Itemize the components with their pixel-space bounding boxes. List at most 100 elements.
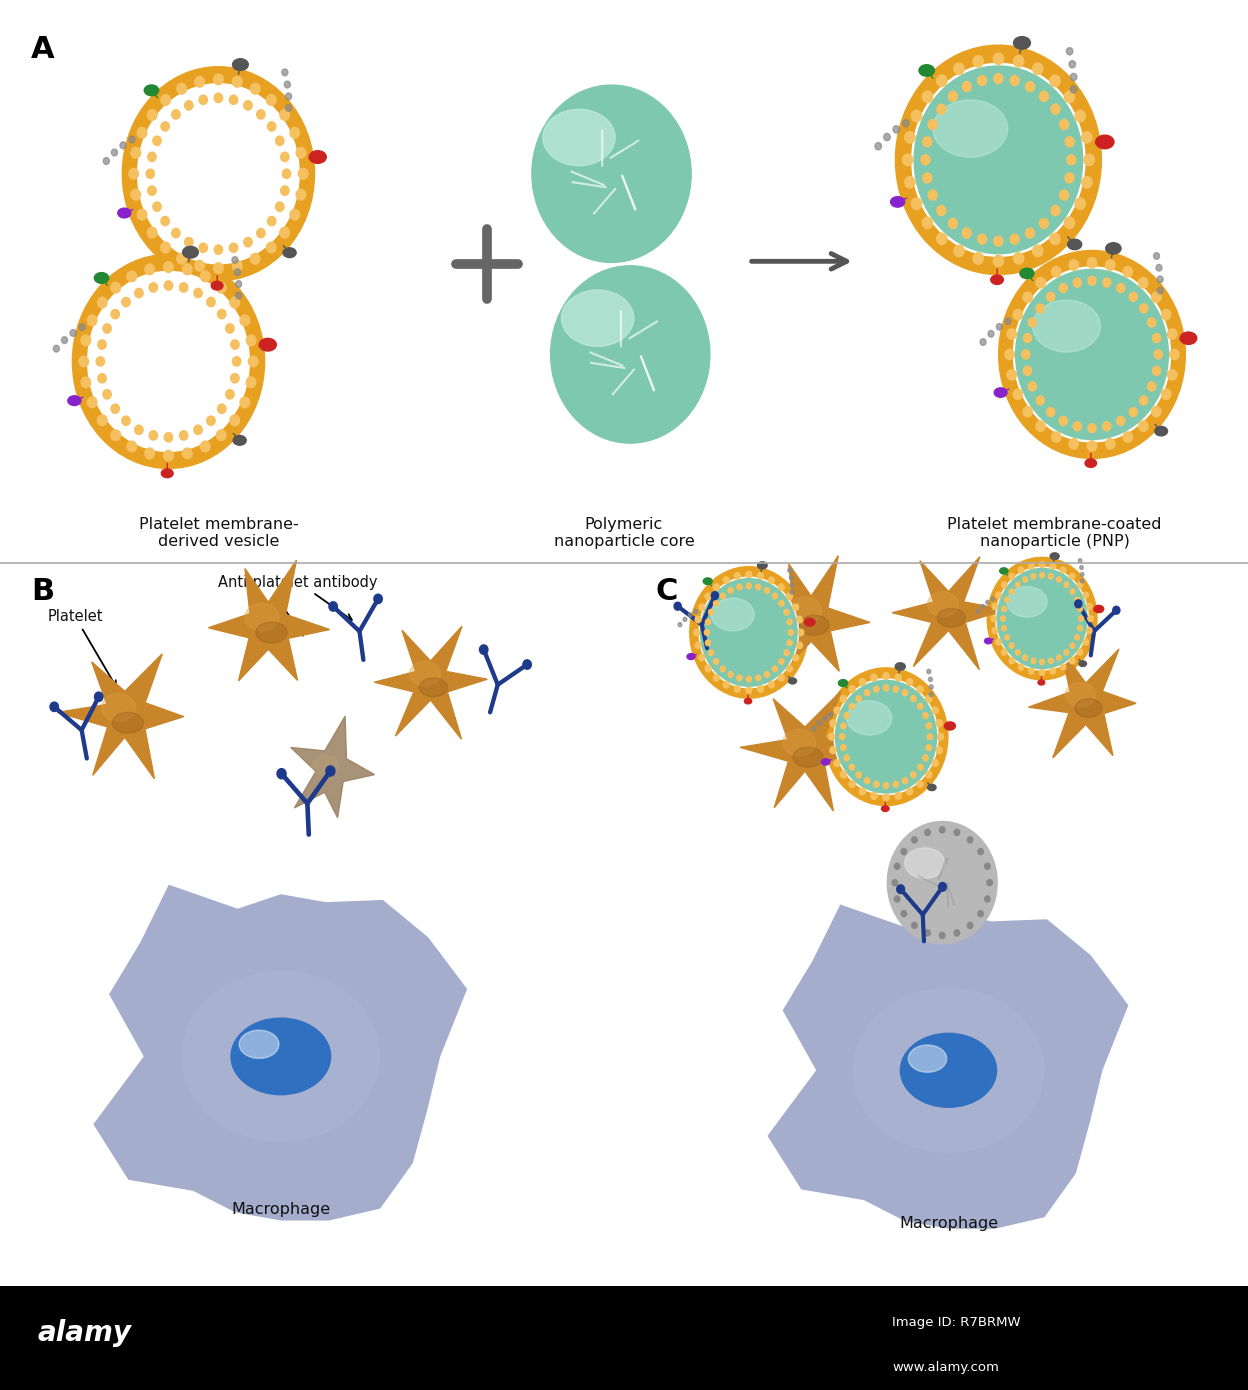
Circle shape — [926, 745, 931, 751]
Ellipse shape — [1066, 682, 1096, 708]
Circle shape — [1048, 657, 1053, 663]
Circle shape — [787, 639, 792, 646]
Circle shape — [871, 792, 877, 799]
Ellipse shape — [700, 578, 797, 687]
Circle shape — [1065, 92, 1075, 103]
Circle shape — [1047, 407, 1055, 417]
Circle shape — [834, 708, 840, 714]
Circle shape — [1002, 606, 1007, 612]
Circle shape — [1071, 86, 1077, 93]
Circle shape — [849, 765, 855, 770]
Ellipse shape — [782, 730, 815, 756]
Circle shape — [973, 253, 983, 264]
Circle shape — [787, 630, 794, 635]
Circle shape — [267, 217, 276, 225]
Circle shape — [953, 63, 965, 75]
Circle shape — [792, 655, 799, 660]
Circle shape — [1010, 573, 1015, 580]
Circle shape — [111, 149, 117, 156]
Circle shape — [948, 218, 957, 228]
Circle shape — [1010, 75, 1020, 86]
Circle shape — [787, 619, 792, 626]
Circle shape — [1051, 104, 1060, 114]
Circle shape — [922, 217, 932, 228]
Circle shape — [1026, 82, 1035, 92]
Circle shape — [111, 430, 121, 441]
Circle shape — [232, 257, 238, 264]
Circle shape — [246, 377, 256, 388]
Circle shape — [131, 147, 141, 158]
Ellipse shape — [245, 603, 280, 631]
Circle shape — [1016, 582, 1020, 588]
Circle shape — [834, 759, 840, 766]
Circle shape — [758, 573, 764, 580]
Circle shape — [980, 339, 986, 345]
Circle shape — [97, 339, 106, 349]
Circle shape — [165, 432, 172, 442]
Circle shape — [201, 271, 210, 282]
Circle shape — [329, 602, 337, 612]
Circle shape — [251, 83, 260, 95]
Text: Macrophage: Macrophage — [899, 1216, 998, 1232]
Circle shape — [1152, 367, 1161, 375]
Circle shape — [709, 649, 714, 656]
Ellipse shape — [895, 663, 905, 670]
Circle shape — [1018, 567, 1023, 573]
Circle shape — [993, 236, 1003, 246]
Circle shape — [1050, 669, 1056, 674]
Circle shape — [251, 253, 260, 264]
Circle shape — [940, 827, 945, 833]
Polygon shape — [892, 556, 1005, 670]
Ellipse shape — [995, 388, 1007, 398]
Circle shape — [917, 781, 924, 788]
Circle shape — [1138, 278, 1148, 288]
Ellipse shape — [700, 578, 797, 687]
Circle shape — [977, 75, 987, 86]
Circle shape — [152, 202, 161, 211]
Ellipse shape — [905, 848, 945, 878]
Circle shape — [929, 120, 937, 129]
Circle shape — [1077, 606, 1082, 612]
Circle shape — [281, 152, 290, 161]
Ellipse shape — [699, 577, 799, 688]
Circle shape — [1153, 253, 1159, 260]
Circle shape — [829, 713, 832, 717]
Circle shape — [911, 110, 922, 122]
Circle shape — [231, 339, 240, 349]
Circle shape — [865, 689, 870, 696]
Text: A: A — [31, 35, 55, 64]
Circle shape — [193, 425, 202, 435]
Circle shape — [1077, 626, 1082, 631]
Circle shape — [1066, 47, 1073, 54]
Circle shape — [911, 695, 916, 702]
Text: Macrophage: Macrophage — [231, 1202, 331, 1218]
Circle shape — [937, 234, 947, 245]
Circle shape — [54, 345, 60, 352]
Circle shape — [987, 880, 992, 885]
Circle shape — [714, 659, 719, 664]
Circle shape — [736, 676, 743, 681]
Circle shape — [145, 264, 155, 275]
Circle shape — [992, 603, 997, 610]
Circle shape — [374, 594, 382, 603]
Ellipse shape — [852, 987, 1045, 1154]
Circle shape — [1078, 616, 1083, 621]
Ellipse shape — [901, 1033, 997, 1108]
Circle shape — [705, 666, 711, 671]
Circle shape — [1065, 172, 1075, 183]
Circle shape — [1162, 389, 1171, 399]
Circle shape — [172, 228, 180, 238]
Circle shape — [962, 228, 971, 238]
Circle shape — [1040, 670, 1045, 676]
Ellipse shape — [758, 562, 768, 569]
Circle shape — [1075, 197, 1086, 210]
Circle shape — [1028, 318, 1036, 327]
Circle shape — [892, 880, 897, 885]
Circle shape — [792, 605, 799, 610]
Circle shape — [1061, 567, 1066, 573]
Circle shape — [1129, 292, 1137, 302]
Circle shape — [230, 243, 238, 253]
Text: Platelet: Platelet — [47, 609, 116, 687]
Circle shape — [695, 616, 701, 623]
Circle shape — [840, 771, 846, 778]
